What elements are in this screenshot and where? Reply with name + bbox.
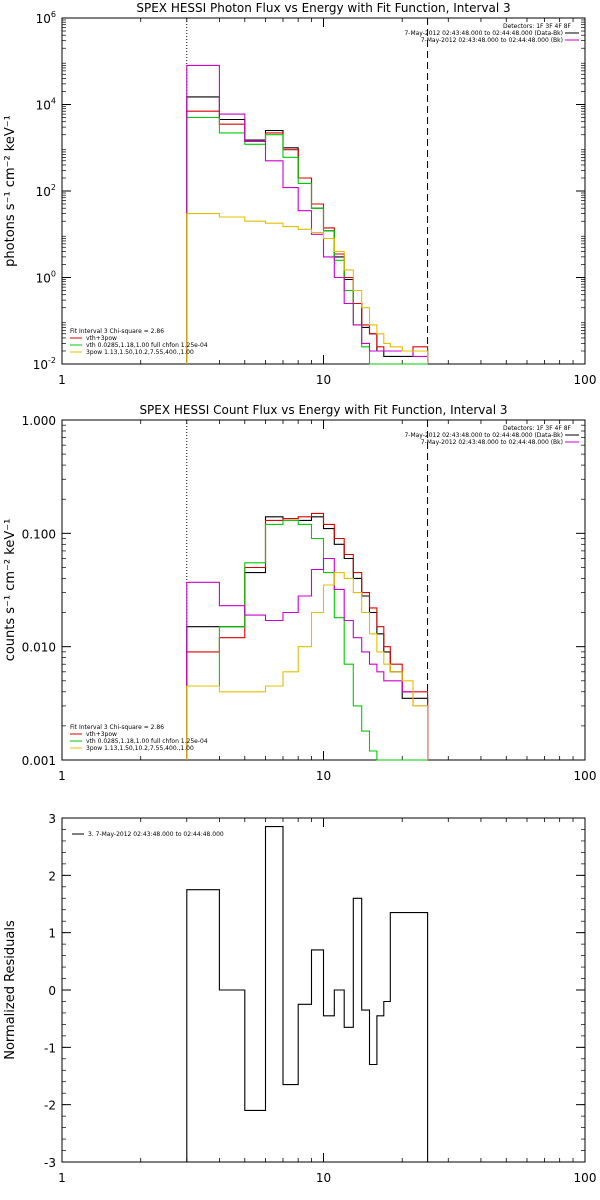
legend-header: Fit Interval 3 Chi-square = 2.86 [70, 724, 164, 731]
y-tick-label: 100 [36, 270, 56, 286]
chart-panel-1: SPEX HESSI Photon Flux vs Energy with Fi… [3, 1, 596, 387]
detectors-label: Detectors: 1F 3F 4F 8F [503, 425, 572, 432]
time-interval-label: 7-May-2012 02:43:48.000 to 02:44:48.000 … [421, 37, 563, 44]
y-tick-label: 0 [48, 984, 56, 998]
y-tick-label: 1 [48, 927, 56, 941]
y-tick-label: 3 [48, 812, 56, 826]
legend-entry: vth+3pow [86, 731, 117, 738]
legend-entry: vth+3pow [86, 335, 117, 342]
detectors-label: Detectors: 1F 3F 4F 8F [503, 23, 572, 30]
chart-panel-3: 1 10 100 -3 -2 -1 0 1 2 3 Normalized Residuals 3. 7… [3, 812, 596, 1185]
series-line-1 [186, 826, 429, 1162]
time-interval-label: 7-May-2012 02:43:48.000 to 02:44:48.000 … [404, 432, 563, 439]
y-tick-label: 2 [48, 869, 56, 883]
series-line-4 [186, 557, 429, 760]
y-tick-label: -1 [44, 1041, 56, 1055]
time-interval-label: 7-May-2012 02:43:48.000 to 02:44:48.000 … [421, 439, 563, 446]
x-tick-label: 1 [58, 769, 66, 783]
x-tick-label: 100 [574, 769, 597, 783]
legend-entry: vth 0.0285,1.18,1.00 full chfon 1.25e-04 [86, 738, 208, 745]
x-tick-label: 100 [574, 373, 597, 387]
y-axis-label: counts s⁻¹ cm⁻² keV⁻¹ [3, 519, 18, 662]
series-line-5 [186, 572, 429, 760]
y-tick-label: 0.010 [22, 641, 56, 655]
y-tick-label: 106 [36, 10, 56, 26]
x-tick-label: 100 [574, 1171, 597, 1185]
chart-panel-2: SPEX HESSI Count Flux vs Energy with Fit… [3, 403, 596, 783]
y-tick-label: -2 [44, 1099, 56, 1113]
x-tick-label: 10 [316, 373, 331, 387]
series-line-4 [186, 64, 429, 364]
time-interval-label: 7-May-2012 02:43:48.000 to 02:44:48.000 … [404, 30, 563, 37]
y-axis-label: photons s⁻¹ cm⁻² keV⁻¹ [3, 115, 18, 267]
legend-header: Fit Interval 3 Chi-square = 2.86 [70, 328, 164, 335]
y-tick-label: 0.001 [22, 754, 56, 768]
y-tick-label: 0.100 [22, 527, 56, 541]
y-tick-label: 1.000 [22, 414, 56, 428]
y-axis-label: Normalized Residuals [3, 920, 18, 1060]
y-tick-label: 104 [36, 97, 56, 113]
legend-entry: 3. 7-May-2012 02:43:48.000 to 02:44:48.0… [88, 831, 224, 838]
x-tick-label: 1 [58, 373, 66, 387]
legend-entry: 3pow 1.13,1.50,10.2,7.55,400.,1.00 [86, 349, 194, 356]
chart-title: SPEX HESSI Count Flux vs Energy with Fit… [139, 403, 507, 417]
y-tick-label: 102 [36, 183, 56, 199]
legend-entry: 3pow 1.13,1.50,10.2,7.55,400.,1.00 [86, 745, 194, 752]
chart-title: SPEX HESSI Photon Flux vs Energy with Fi… [136, 1, 510, 15]
series-line-2 [186, 512, 429, 760]
x-tick-label: 10 [316, 769, 331, 783]
x-tick-label: 1 [58, 1171, 66, 1185]
legend-entry: vth 0.0285,1.18,1.00 full chfon 1.25e-04 [86, 342, 208, 349]
y-tick-label: 10-2 [33, 356, 56, 372]
x-tick-label: 10 [316, 1171, 331, 1185]
series-line-5 [186, 213, 429, 364]
y-tick-label: -3 [44, 1156, 56, 1170]
